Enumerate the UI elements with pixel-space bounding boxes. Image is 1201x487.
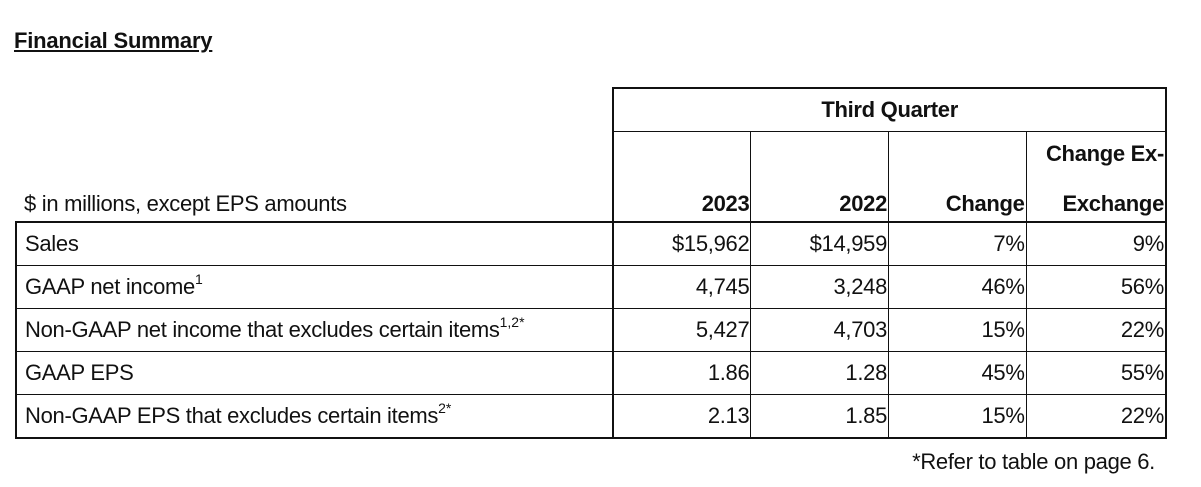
column-header-2022: 2022: [750, 176, 890, 223]
cell-change-ex: 22%: [1026, 394, 1167, 439]
cell-2022: 1.85: [750, 394, 890, 439]
column-header-2023: 2023: [612, 176, 752, 223]
cell-change: 15%: [888, 394, 1027, 439]
cell-2023: $15,962: [612, 222, 752, 266]
cell-change-ex: 9%: [1026, 222, 1167, 266]
cell-change: 46%: [888, 265, 1027, 309]
cell-change-ex: 56%: [1026, 265, 1167, 309]
cell-2022: 4,703: [750, 308, 890, 352]
cell-2022: 1.28: [750, 351, 890, 395]
table-row-non-gaap-net-income: Non-GAAP net income that excludes certai…: [14, 308, 1167, 352]
row-label: Non-GAAP net income that excludes certai…: [14, 308, 614, 352]
units-label: $ in millions, except EPS amounts: [16, 131, 614, 223]
header-change-upper: [888, 131, 1027, 176]
table-row-gaap-eps: GAAP EPS 1.86 1.28 45% 55%: [14, 351, 1167, 395]
table-row-non-gaap-eps: Non-GAAP EPS that excludes certain items…: [14, 394, 1167, 439]
footnote-ref: 1: [194, 271, 203, 287]
page-title: Financial Summary: [14, 28, 213, 53]
period-header: Third Quarter: [612, 87, 1167, 132]
table-row-sales: Sales $15,962 $14,959 7% 9%: [14, 222, 1167, 266]
cell-2022: $14,959: [750, 222, 890, 266]
financial-summary-table: Third Quarter $ in millions, except EPS …: [14, 87, 1167, 439]
header-row-period: Third Quarter: [16, 87, 1167, 132]
cell-2023: 2.13: [612, 394, 752, 439]
header-empty-cell: [16, 88, 613, 132]
cell-change-ex: 55%: [1026, 351, 1167, 395]
header-row-lower: 2023 2022 Change Exchange: [16, 176, 1167, 223]
column-header-change-ex-line2: Exchange: [1026, 176, 1167, 223]
cell-2022: 3,248: [750, 265, 890, 309]
row-label: Non-GAAP EPS that excludes certain items…: [14, 394, 614, 439]
row-label: Sales: [14, 222, 614, 266]
column-header-change-ex-line1: Change Ex-: [1026, 131, 1167, 176]
table-row-gaap-net-income: GAAP net income1 4,745 3,248 46% 56%: [14, 265, 1167, 309]
header-2022-upper: [750, 131, 890, 176]
footnote: *Refer to table on page 6.: [912, 449, 1155, 474]
cell-2023: 4,745: [612, 265, 752, 309]
row-label: GAAP EPS: [14, 351, 614, 395]
cell-2023: 5,427: [612, 308, 752, 352]
row-label: GAAP net income1: [14, 265, 614, 309]
cell-change-ex: 22%: [1026, 308, 1167, 352]
footnote-ref: 2*: [438, 400, 452, 416]
cell-change: 7%: [888, 222, 1027, 266]
cell-2023: 1.86: [612, 351, 752, 395]
footnote-ref: 1,2*: [499, 314, 525, 330]
cell-change: 45%: [888, 351, 1027, 395]
column-header-change: Change: [888, 176, 1027, 223]
header-2023-upper: [612, 131, 752, 176]
header-row-upper: $ in millions, except EPS amounts Change…: [16, 131, 1167, 223]
cell-change: 15%: [888, 308, 1027, 352]
